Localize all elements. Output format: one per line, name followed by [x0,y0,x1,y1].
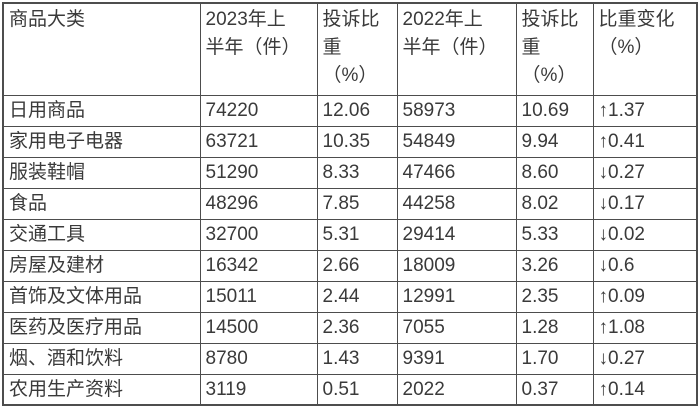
cell-h1_2022: 18009 [396,249,517,282]
complaints-table: 商品大类 2023年上 半年（件） 投诉比 重 （%） 2022年上 半年（件） 投诉比… [2,2,698,406]
cell-change: ↓0.27 [592,342,698,375]
cell-h1_2023: 74220 [199,94,318,127]
cell-ratio_2022: 1.28 [515,311,594,344]
cell-change: ↓0.27 [592,156,698,189]
cell-h1_2023: 8780 [199,342,318,375]
column-header-ratio_2023: 投诉比 重 （%） [316,2,398,96]
cell-h1_2022: 47466 [396,156,517,189]
cell-h1_2023: 3119 [199,373,318,406]
column-header-change: 比重变化 （%） [592,2,698,96]
table-row: 农用生产资料 3119 0.51 2022 0.37 ↑0.14 [2,373,698,406]
cell-change: ↑0.14 [592,373,698,406]
cell-ratio_2023: 7.85 [316,187,398,220]
arrow-down-icon: ↓ [598,161,609,183]
cell-ratio_2022: 8.02 [515,187,594,220]
arrow-up-icon: ↑ [598,378,609,400]
table-row: 房屋及建材 16342 2.66 18009 3.26 ↓0.6 [2,249,698,282]
cell-ratio_2023: 2.44 [316,280,398,313]
table-body: 日用商品 74220 12.06 58973 10.69 ↑1.37 家用电子电器 63721… [2,94,698,406]
cell-category: 房屋及建材 [2,249,201,282]
cell-h1_2022: 54849 [396,125,517,158]
cell-ratio_2022: 10.69 [515,94,594,127]
cell-h1_2022: 12991 [396,280,517,313]
cell-h1_2022: 2022 [396,373,517,406]
cell-ratio_2022: 1.70 [515,342,594,375]
arrow-down-icon: ↓ [598,254,609,276]
arrow-up-icon: ↑ [598,99,609,121]
cell-ratio_2023: 0.51 [316,373,398,406]
cell-category: 家用电子电器 [2,125,201,158]
cell-ratio_2022: 8.60 [515,156,594,189]
cell-ratio_2022: 9.94 [515,125,594,158]
cell-change: ↓0.6 [592,249,698,282]
table-row: 首饰及文体用品 15011 2.44 12991 2.35 ↑0.09 [2,280,698,313]
arrow-down-icon: ↓ [598,192,609,214]
cell-h1_2023: 51290 [199,156,318,189]
cell-category: 交通工具 [2,218,201,251]
cell-category: 首饰及文体用品 [2,280,201,313]
cell-ratio_2023: 5.31 [316,218,398,251]
cell-h1_2023: 16342 [199,249,318,282]
table-row: 日用商品 74220 12.06 58973 10.69 ↑1.37 [2,94,698,127]
cell-change: ↓0.02 [592,218,698,251]
cell-ratio_2022: 5.33 [515,218,594,251]
arrow-up-icon: ↑ [598,316,609,338]
table-row: 家用电子电器 63721 10.35 54849 9.94 ↑0.41 [2,125,698,158]
cell-h1_2023: 32700 [199,218,318,251]
cell-h1_2022: 58973 [396,94,517,127]
cell-category: 日用商品 [2,94,201,127]
arrow-down-icon: ↓ [598,223,609,245]
cell-ratio_2023: 8.33 [316,156,398,189]
column-header-ratio_2022: 投诉比 重 （%） [515,2,594,96]
cell-ratio_2022: 0.37 [515,373,594,406]
cell-h1_2023: 63721 [199,125,318,158]
cell-category: 医药及医疗用品 [2,311,201,344]
cell-category: 食品 [2,187,201,220]
cell-h1_2022: 9391 [396,342,517,375]
cell-category: 农用生产资料 [2,373,201,406]
cell-h1_2023: 48296 [199,187,318,220]
cell-ratio_2022: 3.26 [515,249,594,282]
cell-change: ↑0.09 [592,280,698,313]
cell-change: ↑1.37 [592,94,698,127]
arrow-up-icon: ↑ [598,285,609,307]
cell-h1_2022: 29414 [396,218,517,251]
cell-category: 烟、酒和饮料 [2,342,201,375]
cell-change: ↓0.17 [592,187,698,220]
cell-ratio_2023: 1.43 [316,342,398,375]
cell-ratio_2023: 12.06 [316,94,398,127]
cell-change: ↑0.41 [592,125,698,158]
column-header-h1_2022: 2022年上 半年（件） [396,2,517,96]
cell-h1_2022: 7055 [396,311,517,344]
cell-ratio_2023: 2.36 [316,311,398,344]
column-header-category: 商品大类 [2,2,201,96]
cell-ratio_2022: 2.35 [515,280,594,313]
cell-h1_2023: 14500 [199,311,318,344]
table-row: 医药及医疗用品 14500 2.36 7055 1.28 ↑1.08 [2,311,698,344]
cell-h1_2023: 15011 [199,280,318,313]
table-row: 食品 48296 7.85 44258 8.02 ↓0.17 [2,187,698,220]
arrow-up-icon: ↑ [598,130,609,152]
cell-ratio_2023: 10.35 [316,125,398,158]
table-row: 服装鞋帽 51290 8.33 47466 8.60 ↓0.27 [2,156,698,189]
cell-category: 服装鞋帽 [2,156,201,189]
table-row: 交通工具 32700 5.31 29414 5.33 ↓0.02 [2,218,698,251]
cell-h1_2022: 44258 [396,187,517,220]
table-row: 烟、酒和饮料 8780 1.43 9391 1.70 ↓0.27 [2,342,698,375]
header-row: 商品大类 2023年上 半年（件） 投诉比 重 （%） 2022年上 半年（件） 投诉比… [2,2,698,96]
cell-change: ↑1.08 [592,311,698,344]
arrow-down-icon: ↓ [598,347,609,369]
cell-ratio_2023: 2.66 [316,249,398,282]
column-header-h1_2023: 2023年上 半年（件） [199,2,318,96]
